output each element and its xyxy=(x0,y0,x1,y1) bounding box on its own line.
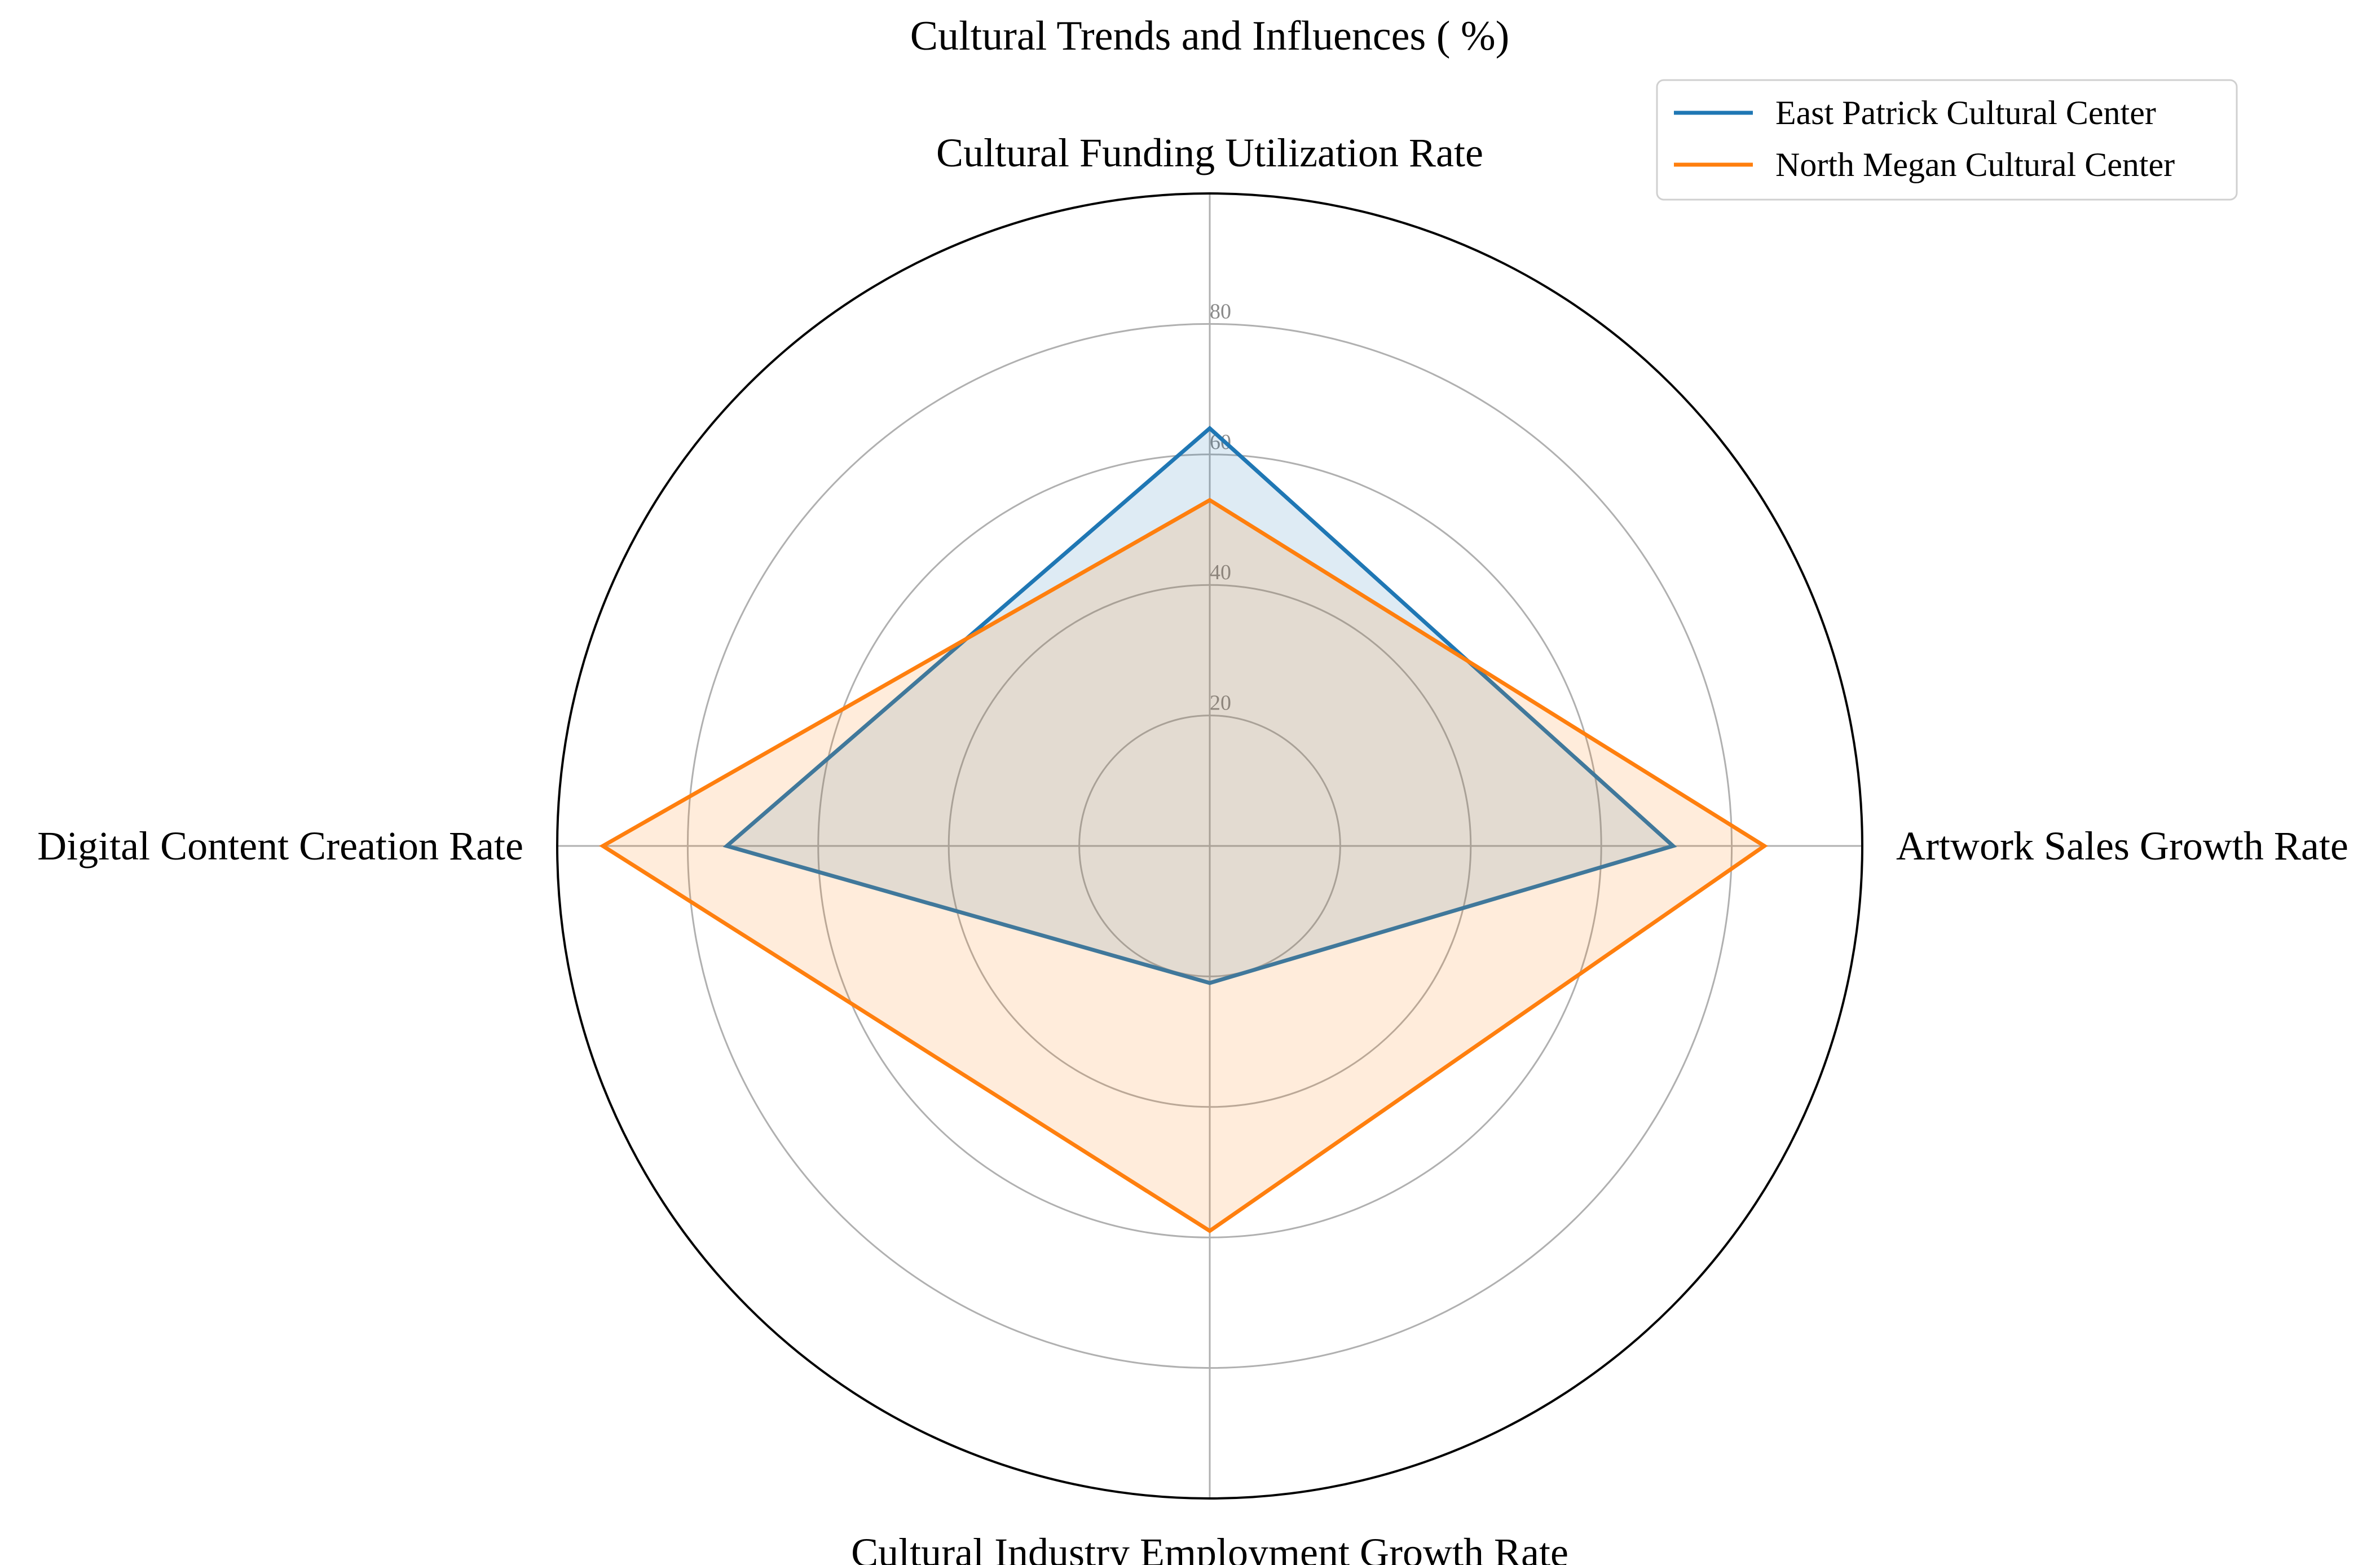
axis-label-1: Artwork Sales Growth Rate xyxy=(1896,823,2348,869)
axis-label-3: Digital Content Creation Rate xyxy=(37,823,523,869)
radar-grid xyxy=(556,192,1863,1500)
tick-label-20: 20 xyxy=(1210,691,1231,715)
grid-circle-60 xyxy=(817,453,1602,1238)
data-point-0-2 xyxy=(1208,981,1211,985)
legend-frame xyxy=(1656,79,2238,201)
axis-label-0: Cultural Funding Utilization Rate xyxy=(936,130,1483,175)
grid-circle-20 xyxy=(1078,715,1341,977)
data-point-1-3 xyxy=(601,844,605,848)
data-point-1-1 xyxy=(1762,844,1766,848)
tick-label-40: 40 xyxy=(1210,561,1231,584)
axis-label-2: Cultural Industry Employment Growth Rate xyxy=(851,1530,1568,1565)
data-point-0-1 xyxy=(1671,844,1675,848)
axis-labels: Cultural Funding Utilization Rate Artwork… xyxy=(37,130,2348,1565)
data-point-0-3 xyxy=(725,844,729,848)
grid-circle-80 xyxy=(686,323,1733,1369)
data-point-1-2 xyxy=(1208,1229,1211,1233)
series-fill-1 xyxy=(603,500,1765,1231)
series-fill-0 xyxy=(726,428,1673,983)
legend-label-east-patrick: East Patrick Cultural Center xyxy=(1775,94,2156,131)
tick-label-80: 80 xyxy=(1210,299,1231,323)
data-point-0-0 xyxy=(1208,426,1211,430)
series-layer xyxy=(599,425,1768,1233)
legend: East Patrick Cultural Center North Megan… xyxy=(1656,79,2238,201)
outer-frame xyxy=(556,192,1863,1500)
data-point-1-0 xyxy=(1208,498,1211,502)
grid-circle-40 xyxy=(947,584,1472,1108)
chart-title: Cultural Trends and Influences ( %) xyxy=(910,13,1510,59)
legend-label-north-megan: North Megan Cultural Center xyxy=(1775,146,2175,183)
